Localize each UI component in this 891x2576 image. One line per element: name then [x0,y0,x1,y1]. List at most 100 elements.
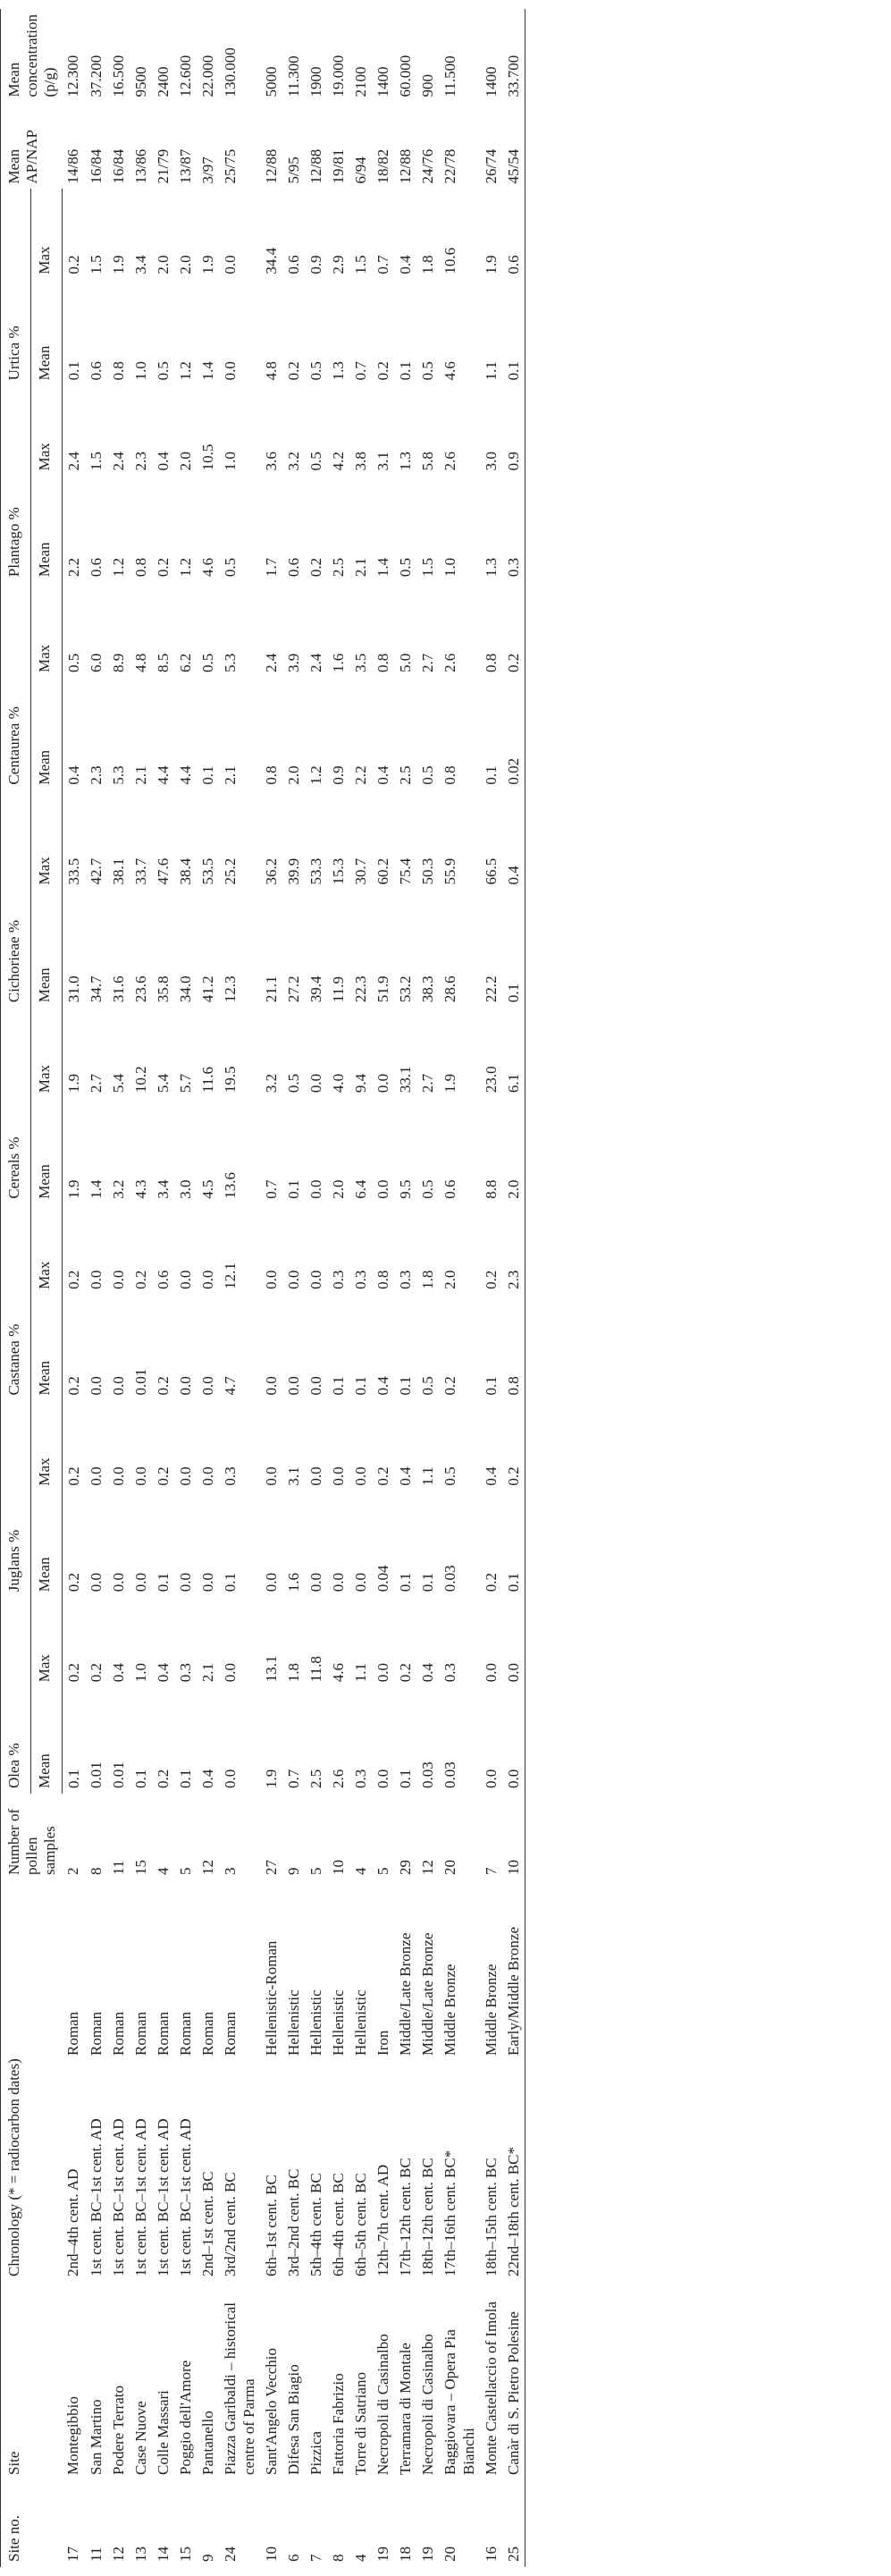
table-cell: 11.8 [307,1656,324,1683]
table-cell: 2.9 [329,255,347,274]
table-cell: 18 [396,2546,414,2562]
table-cell: 0.5 [396,557,414,578]
table-cell: 22.3 [351,976,369,1003]
subheader-cell: Max [30,1204,62,1295]
table-cell: 0.9 [504,452,522,471]
table-cell: Monte Castellaccio of Imola [482,2301,500,2475]
table-row: 7 Pizzica 5th–4th cent. BC Hellenistic 5 2.5 1… [305,9,327,2567]
table-cell: 0.4 [504,866,522,885]
table-cell: Hellenistic [351,1989,369,2056]
table-cell: 33.1 [396,1066,414,1094]
table-cell: 0.7 [284,1769,302,1788]
subheader-cell: Mean [30,678,62,790]
table-cell: 12.3 [221,976,239,1003]
table-cell: 2.0 [154,255,172,274]
table-cell: 27.2 [284,976,302,1003]
table-cell: 20 [441,1860,458,1875]
table-cell: 0.0 [131,1573,149,1592]
table-cell: 0.04 [374,1565,391,1592]
table-cell: 0.2 [284,361,302,381]
table-cell: 0.5 [418,1179,436,1199]
table-cell: 0.03 [441,1761,458,1788]
table-cell: 12 [198,1860,216,1875]
table-cell: 3rd/2nd cent. BC [221,2172,239,2276]
taxon-header: Cereals % [0,1008,31,1204]
table-cell: 2.4 [307,653,324,673]
table-cell: Hellenistic [307,1989,324,2056]
table-cell: 0.2 [307,557,324,578]
table-cell: 12 [109,2546,127,2562]
table-cell: 19 [374,2546,391,2562]
table-cell: 0.5 [418,1376,436,1396]
table-cell: 3.0 [176,1179,194,1199]
table-row: 13 Case Nuove 1st cent. BC–1st cent. AD Rom… [130,9,152,2567]
table-cell: 5 [307,1867,324,1876]
table-cell: 0.0 [221,1769,239,1788]
table-cell: 15 [176,2546,194,2562]
table-cell: 5th–4th cent. BC [307,2173,324,2276]
table-cell: 900 [418,74,436,97]
table-cell: 0.0 [176,1270,194,1289]
table-cell: 0.0 [262,1376,280,1396]
table-cell: 0.2 [154,1376,172,1396]
table-cell: 1.0 [131,361,149,381]
table-cell: 5.4 [154,1073,172,1094]
table-cell: Necropoli di Casinalbo [418,2334,436,2475]
table-cell: 0.1 [482,1376,500,1396]
table-cell: 3.6 [262,452,280,471]
table-cell: 8.8 [482,1179,500,1199]
subheader-cell: Mean [30,1491,62,1598]
table-cell: 0.0 [176,1466,194,1486]
table-cell: 0.5 [284,1073,302,1094]
table-cell: 19.000 [329,55,347,97]
table-cell: 36.2 [262,857,280,885]
header-cell: Site [5,2451,22,2475]
table-cell: 0.0 [351,1573,369,1592]
table-cell: 0.0 [374,1073,391,1094]
subheader-cell: Mean [30,1294,62,1401]
table-cell: 0.1 [396,1769,414,1788]
table-cell: 0.2 [64,1376,82,1396]
table-cell: 4.8 [131,653,149,673]
table-cell: 0.0 [284,1376,302,1396]
taxon-header: Castanea % [0,1204,31,1401]
table-cell: 12/88 [262,148,280,184]
table-cell: 6.0 [87,653,105,673]
table-cell: 1st cent. BC–1st cent. AD [87,2118,105,2276]
table-cell: 0.0 [307,1073,324,1094]
table-cell: 2.4 [109,452,127,471]
subheader-cell: Mean [30,279,62,386]
table-cell: 0.0 [307,1376,324,1396]
table-cell: 11.300 [284,55,302,97]
table-cell: 0.0 [87,1466,105,1486]
table-cell: 3.2 [284,452,302,471]
table-cell: 1400 [374,66,391,97]
table-cell: 53.5 [198,857,216,885]
table-cell: 27 [262,1860,280,1875]
table-cell: 0.3 [441,1663,458,1683]
table-cell: 0.2 [396,1663,414,1683]
table-cell: 1.5 [351,255,369,274]
table-row: 11 San Martino 1st cent. BC–1st cent. AD Ro… [85,9,107,2567]
table-cell: 33.7 [131,857,149,885]
table-cell: 0.2 [131,1270,149,1289]
table-cell: Iron [374,2030,391,2056]
table-cell: 3.4 [154,1179,172,1199]
table-cell: 0.0 [262,1466,280,1486]
table-cell: Roman [198,2011,216,2056]
table-cell: 4 [351,1867,369,1876]
table-cell: 1.9 [482,255,500,274]
table-cell: 5.0 [396,653,414,673]
table-cell: 2.7 [418,653,436,673]
table-cell: 8.5 [154,653,172,673]
table-row: 18 Terramara di Montale 17th–12th cent. BC… [394,9,416,2567]
taxon-header: Urtica % [0,189,31,386]
table-row: 4 Torre di Satriano 6th–5th cent. BC Hellen… [349,9,372,2567]
table-cell: 6th–1st cent. BC [262,2175,280,2276]
table-cell: 38.4 [176,857,194,885]
table-cell: 0.2 [64,1466,82,1486]
table-cell: 0.0 [504,1769,522,1788]
table-cell: 0.4 [396,255,414,274]
table-cell: 0.5 [441,1466,458,1486]
table-cell: 0.1 [154,1573,172,1592]
